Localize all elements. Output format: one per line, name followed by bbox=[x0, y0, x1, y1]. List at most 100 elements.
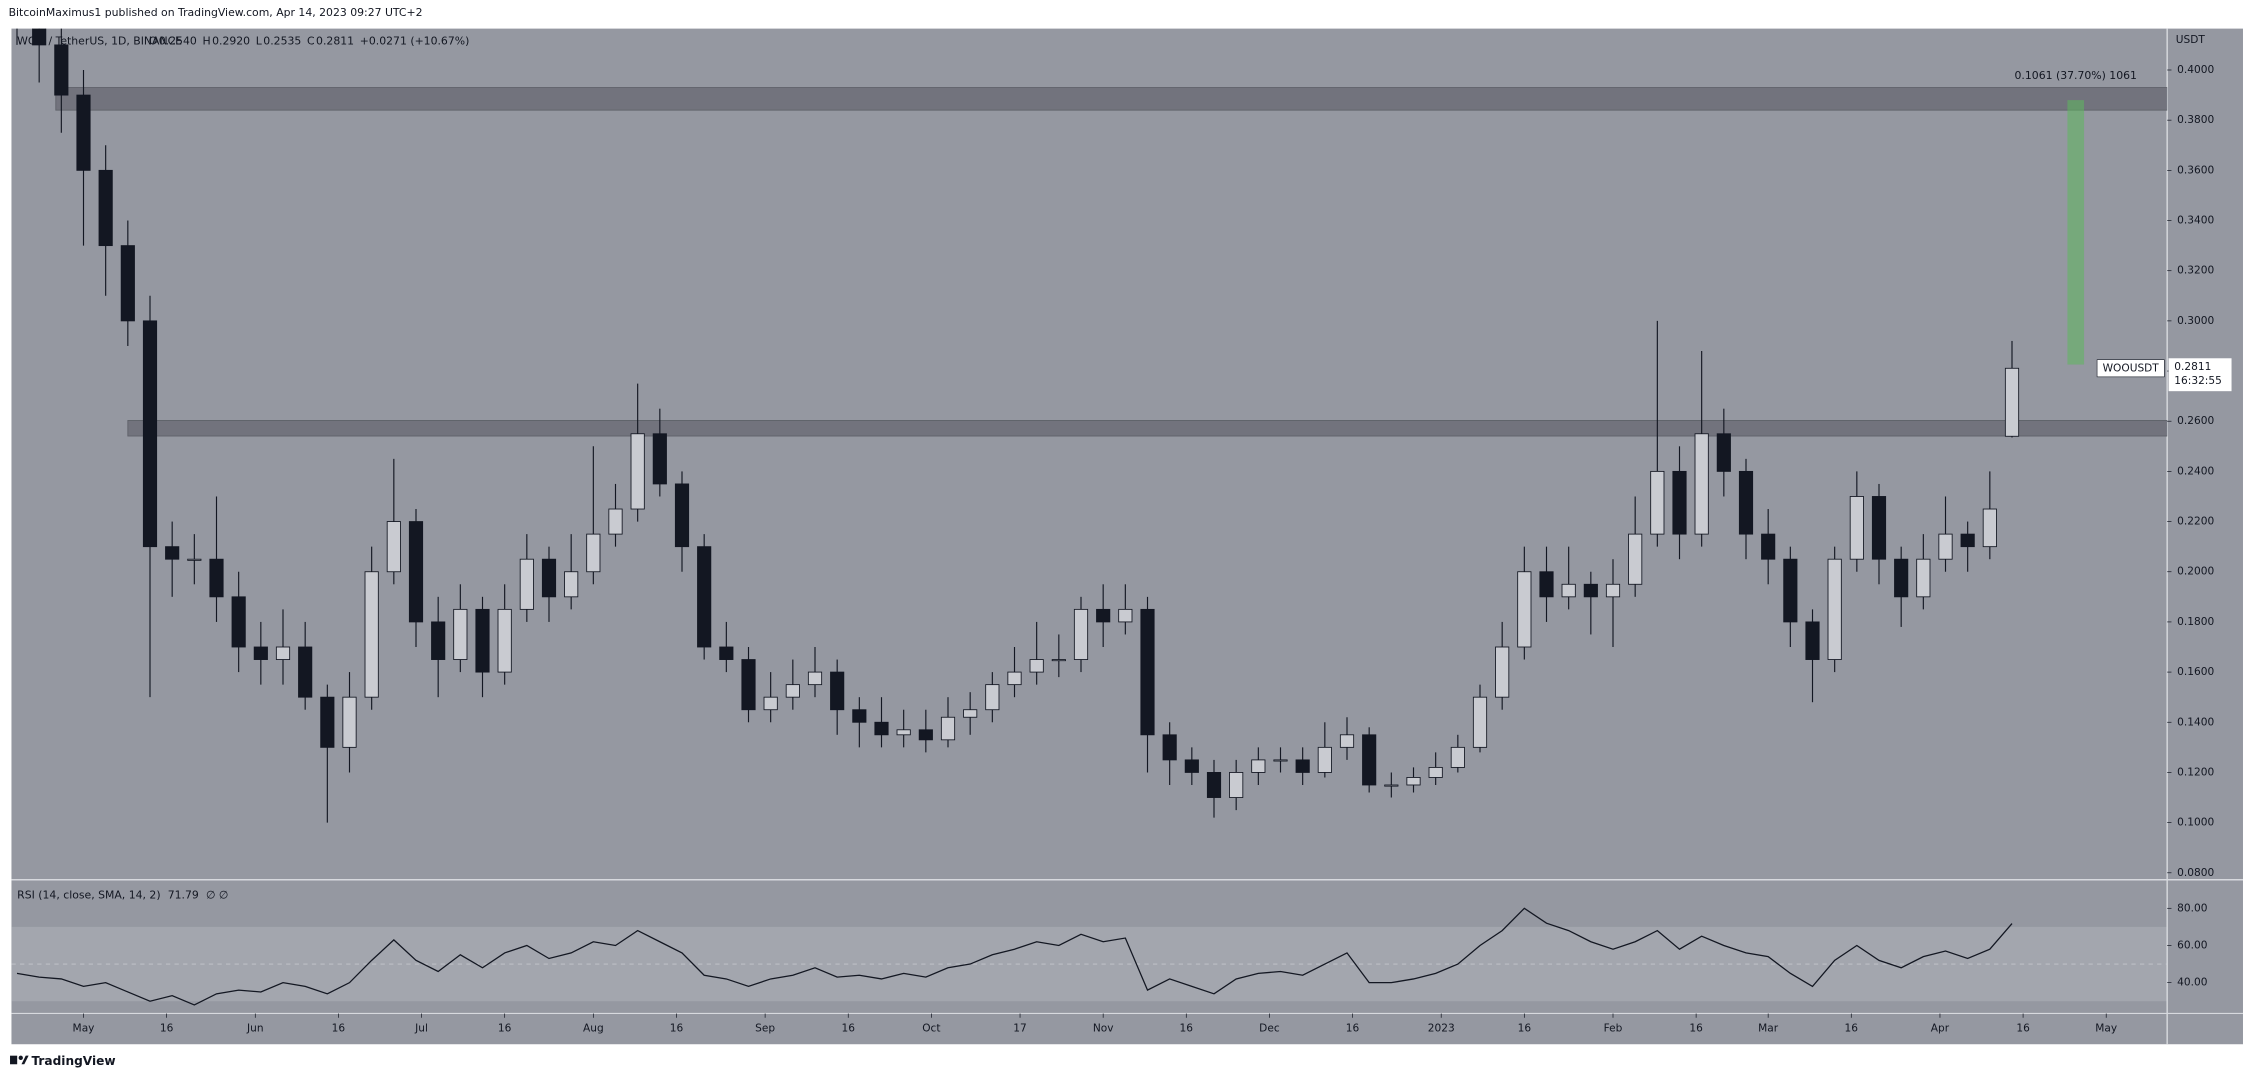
candle-body bbox=[342, 696, 357, 748]
candle-body bbox=[1362, 734, 1377, 786]
logo-shape bbox=[21, 1055, 29, 1065]
candle-body bbox=[76, 94, 91, 171]
candle-body bbox=[541, 558, 557, 598]
y-tick-label: 0.1000 bbox=[2177, 817, 2214, 829]
rsi-flags: ∅ ∅ bbox=[206, 888, 228, 901]
x-tick-label: Mar bbox=[1758, 1023, 1779, 1035]
x-tick-label: Sep bbox=[755, 1023, 775, 1035]
candle-body bbox=[1406, 777, 1421, 786]
candle-body bbox=[1472, 696, 1488, 748]
candle-body bbox=[807, 671, 823, 686]
candle-body bbox=[1539, 571, 1554, 598]
x-tick-label: 16 bbox=[2016, 1023, 2030, 1035]
x-tick-label: Apr bbox=[1931, 1023, 1950, 1035]
rsi-pane bbox=[16, 907, 2013, 1006]
candle-body bbox=[1672, 470, 1687, 535]
candle-body bbox=[852, 709, 867, 723]
publish-info: BitcoinMaximus1 published on TradingView… bbox=[9, 6, 423, 19]
candle-body bbox=[209, 558, 224, 598]
y-tick-label: 0.3000 bbox=[2177, 315, 2214, 327]
candle-body bbox=[1029, 659, 1044, 673]
candle-body bbox=[1317, 746, 1332, 773]
x-tick-label: 16 bbox=[1518, 1023, 1532, 1035]
candle-body bbox=[652, 433, 667, 485]
x-tick-label: 16 bbox=[1689, 1023, 1703, 1035]
x-tick-label: Feb bbox=[1604, 1023, 1623, 1035]
y-tick-label: 0.2200 bbox=[2177, 516, 2214, 528]
x-tick-label: Dec bbox=[1259, 1023, 1280, 1035]
candle-body bbox=[1694, 433, 1709, 535]
candle-body bbox=[1783, 558, 1798, 623]
chart-background bbox=[11, 28, 2243, 1045]
x-tick-label: May bbox=[73, 1023, 95, 1035]
measure-bar bbox=[2067, 100, 2085, 365]
ohlc-value: 0.2540 bbox=[159, 34, 197, 47]
candle-body bbox=[32, 28, 47, 46]
candle-body bbox=[1561, 583, 1576, 598]
candle-body bbox=[231, 596, 246, 648]
x-tick-label: 16 bbox=[498, 1023, 512, 1035]
candle-body bbox=[98, 169, 113, 247]
candle-body bbox=[1206, 772, 1222, 798]
candle-body bbox=[608, 508, 623, 535]
candle-body bbox=[630, 433, 645, 510]
measure-label: 0.1061 (37.70%) 1061 bbox=[2015, 69, 2137, 82]
candle-body bbox=[697, 546, 712, 648]
candle-body bbox=[1916, 558, 1931, 598]
candle-body bbox=[940, 716, 956, 741]
rsi-value: 71.79 bbox=[168, 888, 199, 901]
x-tick-label: 16 bbox=[160, 1023, 174, 1035]
candle-body bbox=[741, 659, 756, 711]
y-tick-label: 0.4000 bbox=[2177, 64, 2214, 76]
x-tick-label: 16 bbox=[670, 1023, 684, 1035]
candle-body bbox=[142, 320, 158, 548]
candle-body bbox=[1140, 608, 1155, 736]
x-tick-label: 16 bbox=[1845, 1023, 1859, 1035]
candle-body bbox=[674, 483, 690, 548]
candle-body bbox=[1517, 571, 1532, 648]
logo-shape bbox=[18, 1055, 23, 1060]
candle-body bbox=[2004, 367, 2020, 437]
y-tick-label: 0.2600 bbox=[2177, 415, 2214, 427]
candle-body bbox=[408, 521, 424, 623]
candle-body bbox=[1295, 759, 1310, 773]
candle-body bbox=[1051, 659, 1066, 662]
last-price: 0.2811 bbox=[2174, 361, 2211, 373]
candle-body bbox=[918, 729, 933, 741]
candle-body bbox=[1495, 646, 1510, 698]
candle-body bbox=[1716, 433, 1731, 472]
candle-body bbox=[320, 696, 335, 748]
candle-body bbox=[1960, 533, 1975, 548]
candle-body bbox=[1583, 583, 1598, 598]
candle-body bbox=[1761, 533, 1776, 560]
candle-body bbox=[275, 646, 291, 660]
candle-body bbox=[1184, 759, 1199, 773]
countdown: 16:32:55 bbox=[2174, 375, 2222, 387]
candle-body bbox=[497, 608, 512, 673]
y-tick-label: 60.00 bbox=[2177, 939, 2208, 951]
ohlc-value: 0.2920 bbox=[212, 34, 250, 47]
x-tick-label: 16 bbox=[1346, 1023, 1360, 1035]
candle-body bbox=[1007, 671, 1022, 686]
y-tick-label: 0.3800 bbox=[2177, 114, 2214, 126]
x-tick-label: Oct bbox=[922, 1023, 940, 1035]
candle-body bbox=[1229, 772, 1244, 798]
candle-body bbox=[785, 684, 800, 698]
candle-body bbox=[1628, 533, 1643, 585]
y-tick-label: 0.2400 bbox=[2177, 465, 2214, 477]
candle-body bbox=[1938, 533, 1953, 560]
candle-body bbox=[564, 571, 579, 598]
candle-body bbox=[1982, 508, 1997, 548]
candle-body bbox=[1450, 746, 1465, 768]
ohlc-value: 0.2535 bbox=[263, 34, 301, 47]
ohlc-label: H bbox=[202, 34, 210, 47]
symbol-label: WOOUSDT bbox=[2103, 362, 2160, 374]
candle-body bbox=[1384, 784, 1399, 787]
candle-body bbox=[963, 709, 978, 718]
price-pane bbox=[16, 28, 2168, 823]
candle-body bbox=[586, 533, 601, 573]
candle-body bbox=[519, 558, 534, 610]
candle-body bbox=[54, 44, 69, 96]
